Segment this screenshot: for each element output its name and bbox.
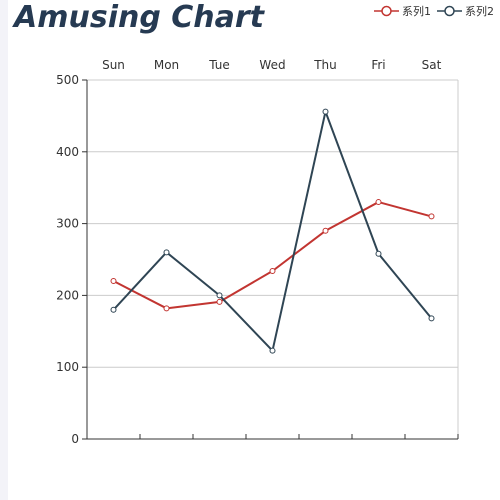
series-2-point-sun — [110, 306, 117, 313]
series-1-point-mon — [163, 305, 170, 312]
page-gutter — [0, 0, 8, 500]
x-tick-label-fri: Fri — [371, 58, 385, 72]
x-tick-label-thu: Thu — [313, 58, 337, 72]
legend-marker-series-1 — [374, 5, 399, 17]
series-1-point-thu — [322, 227, 329, 234]
series-1-point-tue — [216, 298, 223, 305]
y-tick-label-0: 0 — [71, 432, 79, 446]
series-2-point-mon — [163, 249, 170, 256]
y-tick-label-2: 200 — [56, 288, 79, 302]
series-1-point-sun — [110, 278, 117, 285]
series-2-line — [112, 110, 433, 352]
series-2-point-sat — [428, 315, 435, 322]
y-tick-label-3: 300 — [56, 217, 79, 231]
y-tick-label-4: 400 — [56, 145, 79, 159]
x-tick-label-mon: Mon — [154, 58, 179, 72]
series-1-point-fri — [375, 199, 382, 206]
legend-marker-series-2 — [437, 5, 462, 17]
x-tick-label-sun: Sun — [102, 58, 125, 72]
x-tick-label-sat: Sat — [422, 58, 442, 72]
series-2-point-tue — [216, 292, 223, 299]
legend-item-series-1[interactable]: 系列1 — [374, 3, 431, 19]
x-tick-label-wed: Wed — [259, 58, 285, 72]
series-1-line — [113, 201, 432, 310]
legend-item-series-2[interactable]: 系列2 — [437, 3, 494, 19]
series-1-point-sat — [428, 213, 435, 220]
legend: 系列1 系列2 — [374, 3, 494, 19]
y-tick-label-5: 500 — [56, 73, 79, 87]
legend-label-series-1: 系列1 — [402, 5, 431, 18]
series-1-point-wed — [269, 267, 276, 274]
series-2-point-fri — [375, 250, 382, 257]
legend-label-series-2: 系列2 — [465, 5, 494, 18]
series-2-point-thu — [322, 108, 329, 115]
chart-title: Amusing Chart — [14, 0, 265, 35]
series-2-point-wed — [269, 347, 276, 354]
x-tick-label-tue: Tue — [208, 58, 230, 72]
y-tick-label-1: 100 — [56, 360, 79, 374]
